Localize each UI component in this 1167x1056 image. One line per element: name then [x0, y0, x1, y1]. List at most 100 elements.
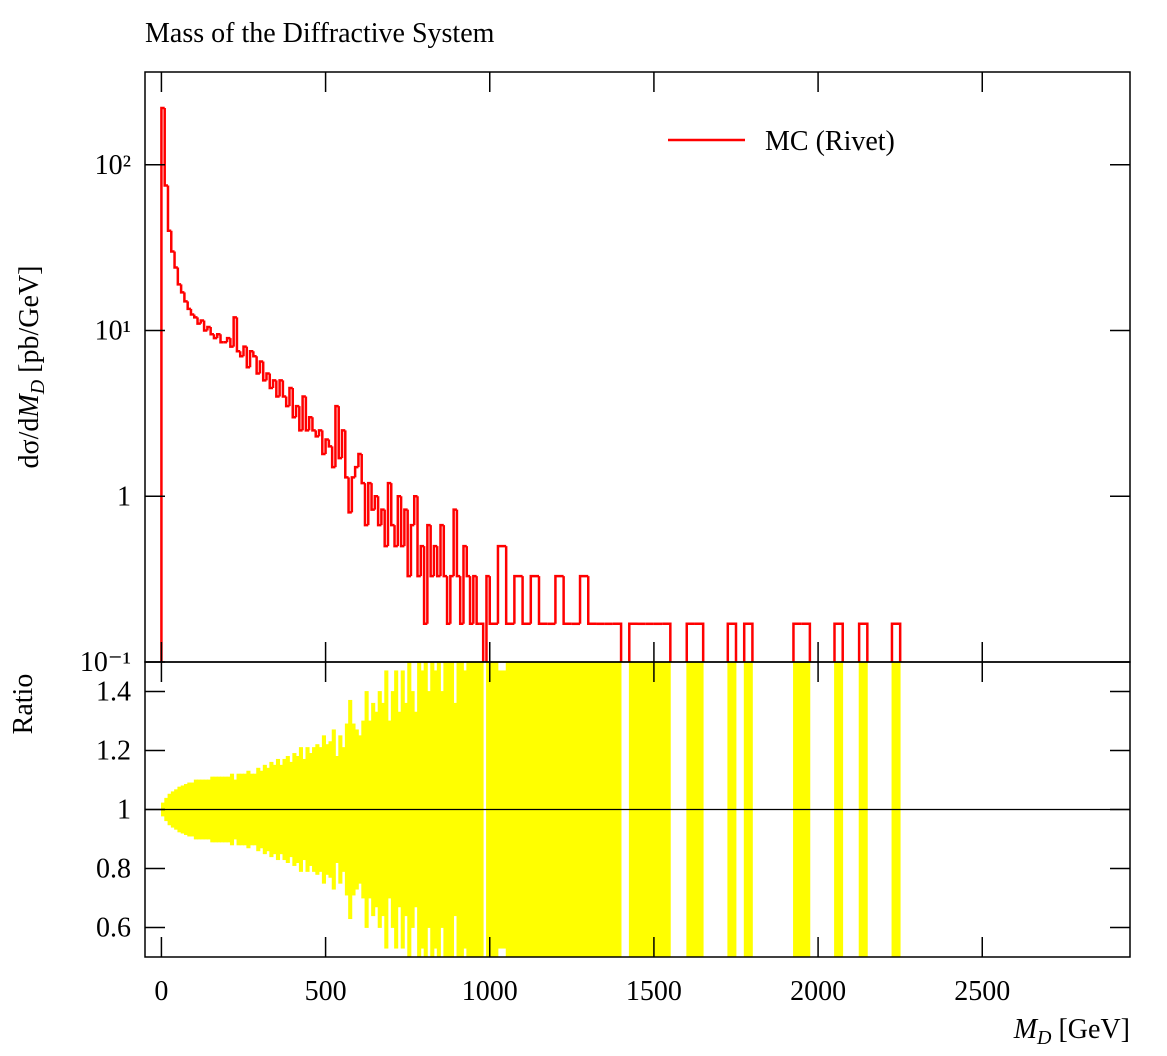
histogram-step	[462, 544, 467, 624]
ratio-tick-label: 1	[117, 795, 131, 826]
histogram-step	[422, 546, 428, 626]
x-tick-label: 500	[305, 976, 347, 1007]
histogram-step	[396, 495, 402, 547]
histogram-step	[245, 346, 251, 369]
histogram-step	[801, 622, 812, 662]
histogram-step	[409, 523, 415, 577]
histogram-step	[179, 284, 185, 294]
legend-label: MC (Rivet)	[765, 126, 895, 157]
histogram-step	[291, 388, 297, 419]
histogram-step	[193, 314, 198, 319]
y-axis-label-part: D	[27, 379, 49, 395]
histogram-step	[485, 574, 490, 662]
histogram-step	[225, 336, 231, 343]
x-axis-label-part: [GeV]	[1051, 1014, 1130, 1045]
histogram-step	[337, 406, 342, 460]
x-tick-label: 2500	[954, 976, 1010, 1007]
histogram-step	[176, 267, 182, 286]
histogram-step	[301, 395, 306, 431]
main-panel	[160, 106, 902, 662]
ratio-tick-label: 1.2	[96, 736, 131, 767]
histogram-step	[390, 483, 395, 527]
histogram-step	[562, 576, 572, 626]
histogram-step	[258, 360, 264, 374]
histogram-step	[833, 622, 844, 662]
histogram-step	[163, 108, 168, 187]
histogram-step	[442, 525, 448, 578]
ratio-tick-label: 0.6	[96, 913, 131, 944]
y-tick-label: 10¹	[95, 316, 131, 347]
x-axis-label-part: M	[1013, 1014, 1039, 1045]
histogram-step	[373, 495, 379, 510]
y-axis-label-part: M	[14, 393, 45, 419]
histogram-step	[311, 417, 316, 432]
y-tick-label: 1	[117, 481, 131, 512]
histogram-step	[587, 576, 597, 626]
histogram-step	[367, 481, 372, 526]
histogram-step	[229, 338, 234, 348]
histogram-step	[304, 396, 310, 432]
histogram-step	[189, 308, 195, 316]
histogram-step	[504, 546, 515, 626]
histogram-step	[255, 356, 260, 375]
histogram-step	[792, 622, 802, 662]
histogram-step	[170, 230, 175, 253]
histogram-step	[488, 576, 498, 626]
histogram-step	[350, 476, 356, 513]
histogram-step	[160, 106, 165, 662]
x-axis-label-part: D	[1036, 1027, 1052, 1049]
histogram-step	[347, 477, 352, 514]
histogram-step	[726, 622, 738, 662]
histogram-step	[209, 327, 214, 336]
histogram-step	[327, 439, 333, 448]
histogram-step	[468, 576, 474, 626]
histogram-step	[521, 576, 531, 626]
histogram-step	[472, 574, 477, 624]
histogram-step	[449, 574, 454, 624]
histogram-step	[281, 380, 287, 398]
main-frame	[144, 71, 1131, 663]
histogram-step	[458, 576, 464, 626]
histogram-step	[537, 576, 548, 626]
x-tick-label: 2000	[790, 976, 846, 1007]
histogram-step	[419, 544, 425, 577]
histogram-step	[288, 386, 293, 407]
histogram-step	[694, 622, 705, 662]
histogram-step	[857, 622, 869, 662]
histogram-step	[479, 622, 485, 662]
y-axis-label: dσ/dMD [pb/GeV]	[14, 266, 49, 469]
histogram-step	[344, 430, 349, 479]
histogram-step	[166, 185, 172, 232]
histogram-step	[321, 430, 326, 456]
histogram-step	[412, 495, 418, 526]
histogram-step	[202, 320, 208, 332]
x-axis-label: MD [GeV]	[1013, 1014, 1130, 1049]
histogram-step	[376, 496, 382, 527]
histogram-step	[475, 576, 480, 626]
histogram-step	[628, 622, 638, 662]
ratio-tick-label: 1.4	[96, 677, 131, 708]
histogram-step	[662, 622, 672, 662]
histogram-step	[578, 574, 589, 624]
y-axis-label-part: [pb/GeV]	[14, 266, 45, 380]
chart-title: Mass of the Diffractive System	[145, 18, 495, 49]
histogram-step	[294, 404, 300, 418]
histogram-step	[742, 622, 754, 662]
histogram-step	[183, 292, 188, 303]
histogram-step	[363, 483, 369, 527]
histogram-step	[360, 453, 365, 485]
histogram-step	[554, 574, 564, 624]
histogram-step	[173, 251, 178, 269]
histogram-step	[261, 361, 267, 382]
histogram-step	[685, 622, 695, 662]
ratio-axis-label: Ratio	[8, 674, 39, 735]
histogram-step	[298, 406, 303, 432]
x-tick-label: 1000	[462, 976, 518, 1007]
histogram-step	[219, 334, 224, 344]
histogram-step	[186, 301, 191, 311]
y-tick-label: 10⁻¹	[80, 647, 131, 678]
ratio-tick-label: 0.8	[96, 854, 131, 885]
y-tick-label: 10²	[95, 150, 131, 181]
histogram-step	[496, 544, 507, 624]
